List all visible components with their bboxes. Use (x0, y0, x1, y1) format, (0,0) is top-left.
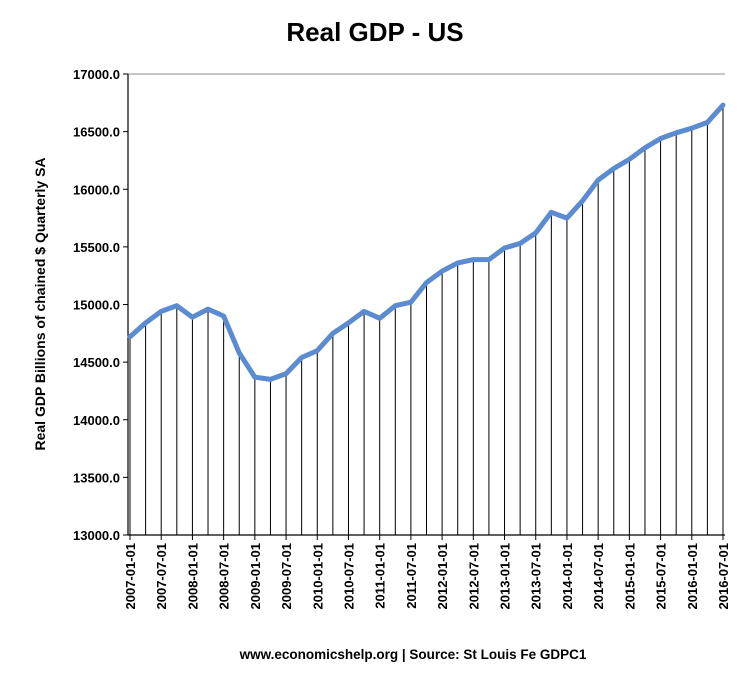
x-tick-label: 2014-07-01 (591, 543, 606, 610)
x-tick-label: 2012-07-01 (466, 543, 481, 610)
x-tick-label: 2007-07-01 (154, 543, 169, 610)
x-tick-label: 2008-01-01 (185, 543, 200, 610)
x-tick-label: 2015-07-01 (654, 543, 669, 610)
data-point (393, 304, 397, 308)
y-tick-label: 16500.0 (73, 125, 120, 140)
data-point (128, 335, 132, 339)
data-point (425, 281, 428, 285)
x-axis-ticks: 2007-01-01 2007-07-01 2008-01-01 2008-07-01… (123, 535, 731, 610)
data-point (284, 372, 288, 376)
data-point (612, 167, 616, 171)
data-point (440, 269, 444, 273)
data-point (674, 131, 678, 135)
data-point (690, 126, 694, 130)
x-tick-label: 2013-07-01 (529, 543, 544, 610)
y-axis-label: Real GDP Billions of chained $ Quarterly… (32, 157, 48, 450)
data-point (627, 157, 631, 161)
x-tick-label: 2016-01-01 (685, 543, 700, 610)
data-point (378, 316, 382, 320)
data-point (503, 246, 507, 250)
x-tick-label: 2009-07-01 (279, 543, 294, 610)
data-point (175, 304, 179, 308)
x-tick-label: 2014-01-01 (560, 543, 575, 610)
x-tick-label: 2011-07-01 (404, 543, 419, 609)
data-point (346, 321, 350, 325)
data-point (315, 349, 319, 353)
data-point (549, 210, 553, 214)
chart-title: Real GDP - US (286, 17, 463, 47)
y-tick-label: 13000.0 (73, 528, 120, 543)
data-point (705, 120, 709, 124)
data-point (300, 356, 304, 360)
y-tick-label: 17000.0 (73, 67, 120, 82)
data-point (518, 241, 522, 245)
data-point (487, 258, 491, 262)
x-tick-label: 2009-01-01 (248, 543, 263, 610)
data-point (237, 351, 241, 355)
data-point (253, 375, 257, 379)
source-note: www.economicshelp.org | Source: St Louis… (239, 647, 587, 662)
data-point (190, 315, 194, 319)
y-axis-ticks: 13000.0 13500.0 14000.0 14500.0 15000.0 15500… (73, 67, 128, 543)
x-tick-label: 2016-07-01 (716, 543, 731, 610)
data-point (268, 377, 272, 381)
y-tick-label: 14000.0 (73, 413, 120, 428)
data-point (596, 178, 600, 182)
gridlines (127, 73, 725, 536)
y-tick-label: 16000.0 (73, 182, 120, 197)
x-tick-label: 2015-01-01 (622, 543, 637, 610)
data-point (534, 231, 538, 235)
data-point (409, 300, 413, 304)
data-point (222, 314, 226, 318)
data-point (721, 103, 725, 107)
data-point (565, 216, 569, 220)
data-point (643, 146, 647, 150)
data-point (362, 309, 366, 313)
x-tick-label: 2010-01-01 (310, 543, 325, 610)
data-point (456, 261, 460, 265)
data-point (159, 309, 163, 313)
data-point (144, 321, 148, 325)
data-point (206, 307, 210, 311)
data-point (581, 199, 585, 203)
data-point (659, 137, 663, 141)
x-tick-label: 2007-01-01 (123, 543, 138, 610)
x-tick-label: 2010-07-01 (341, 543, 356, 610)
x-tick-label: 2012-01-01 (435, 543, 450, 610)
x-tick-label: 2008-07-01 (217, 543, 232, 610)
y-tick-label: 15000.0 (73, 298, 120, 313)
data-point (331, 331, 335, 335)
y-tick-label: 15500.0 (73, 240, 120, 255)
x-tick-label: 2013-01-01 (498, 543, 513, 610)
y-tick-label: 13500.0 (73, 470, 120, 485)
y-tick-label: 14500.0 (73, 355, 120, 370)
data-point (471, 258, 475, 262)
x-tick-label: 2011-01-01 (373, 543, 388, 609)
series-layer (127, 102, 726, 382)
